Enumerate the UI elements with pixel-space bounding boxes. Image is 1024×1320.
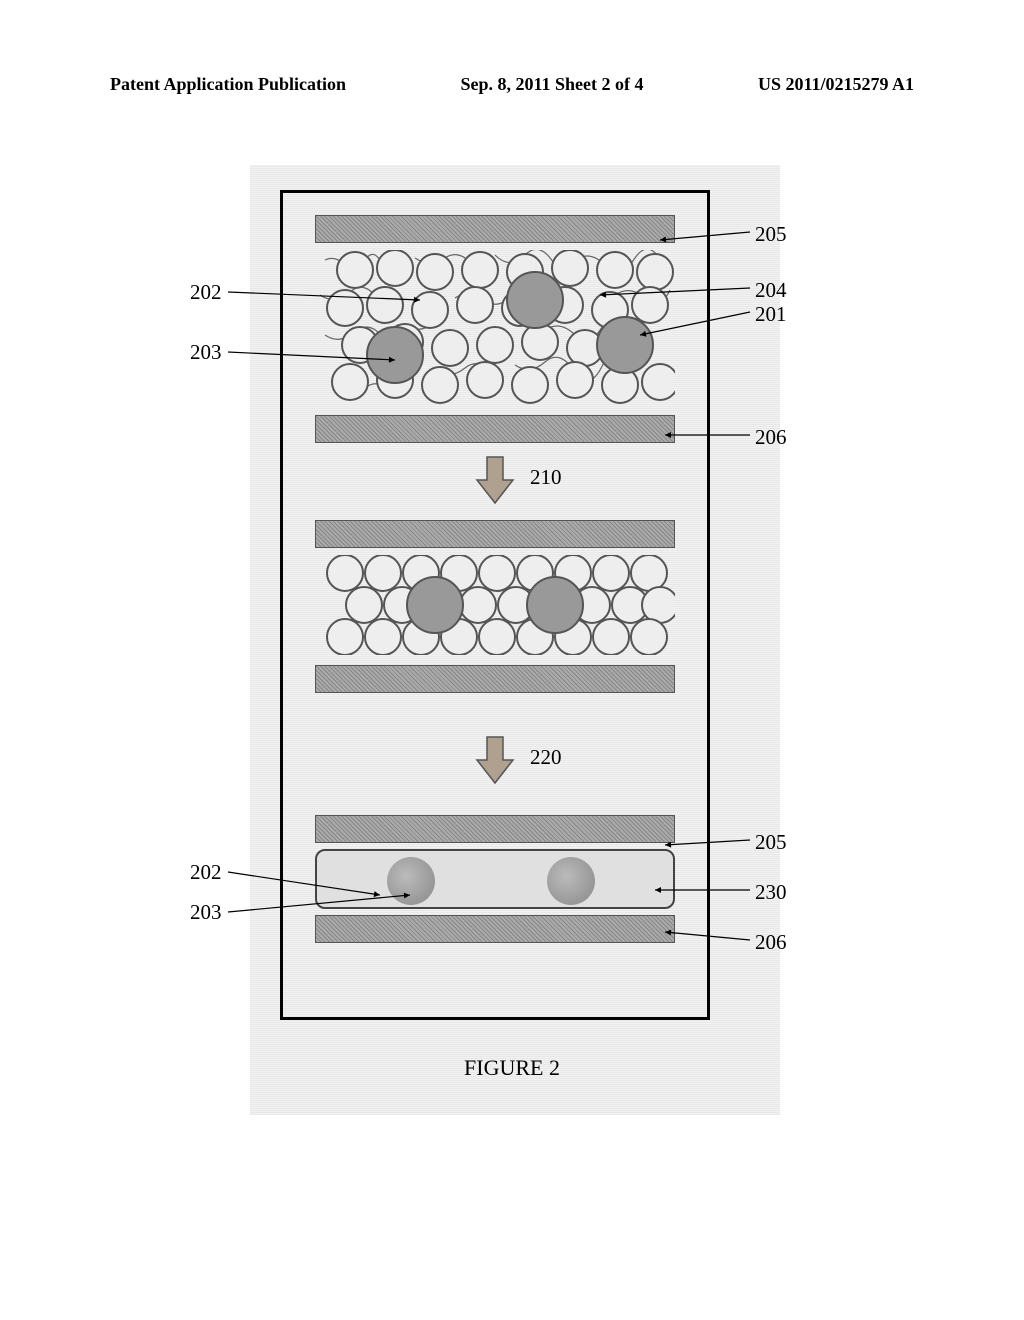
top-electrode-bar: [315, 815, 675, 843]
bottom-electrode-bar: [315, 415, 675, 443]
reference-label-230: 230: [755, 880, 787, 905]
reference-label-205: 205: [755, 222, 787, 247]
stage-2-panel: [300, 520, 690, 720]
reference-label-202: 202: [190, 860, 222, 885]
page-header: Patent Application Publication Sep. 8, 2…: [0, 74, 1024, 95]
top-electrode-bar: [315, 520, 675, 548]
embedded-particle: [547, 857, 595, 905]
stage-1-particles: [315, 250, 675, 410]
stage-1-panel: [300, 215, 690, 445]
reference-label-205: 205: [755, 830, 787, 855]
header-left: Patent Application Publication: [110, 74, 346, 95]
top-electrode-bar: [315, 215, 675, 243]
figure-caption: FIGURE 2: [0, 1055, 1024, 1081]
embedded-particle: [387, 857, 435, 905]
header-right: US 2011/0215279 A1: [758, 74, 914, 95]
down-arrow-icon: [475, 455, 515, 505]
reference-label-204: 204: [755, 278, 787, 303]
down-arrow-icon: [475, 735, 515, 785]
bottom-electrode-bar: [315, 665, 675, 693]
header-center: Sep. 8, 2011 Sheet 2 of 4: [460, 74, 643, 95]
bottom-electrode-bar: [315, 915, 675, 943]
reference-label-206: 206: [755, 425, 787, 450]
reference-label-203: 203: [190, 340, 222, 365]
sintered-layer: [315, 849, 675, 909]
reference-label-210: 210: [530, 465, 562, 490]
reference-label-220: 220: [530, 745, 562, 770]
reference-label-206: 206: [755, 930, 787, 955]
stage-3-panel: [300, 815, 690, 945]
reference-label-201: 201: [755, 302, 787, 327]
stage-2-particles: [315, 555, 675, 655]
reference-label-202: 202: [190, 280, 222, 305]
reference-label-203: 203: [190, 900, 222, 925]
